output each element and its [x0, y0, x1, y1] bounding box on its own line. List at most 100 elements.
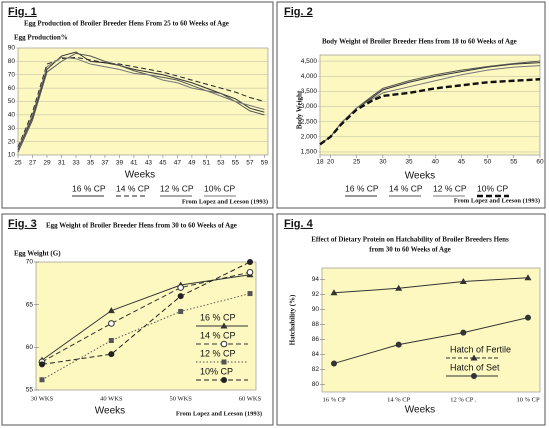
- y-tick-label: 86: [312, 336, 320, 343]
- x-tick-label: 60: [536, 159, 544, 166]
- x-axis-label: Weeks: [405, 171, 435, 182]
- legend-label: 16 % CP: [72, 183, 106, 193]
- marker: [247, 259, 253, 265]
- y-tick-label: 10: [8, 152, 16, 159]
- marker: [221, 377, 227, 383]
- marker: [107, 307, 115, 314]
- y-axis-label: Egg Weight (G): [14, 250, 61, 258]
- series-line: [41, 271, 251, 363]
- marker: [395, 284, 403, 291]
- series-line: [17, 52, 265, 153]
- marker: [459, 278, 467, 285]
- x-tick-label: 33: [72, 160, 80, 167]
- legend-label: 12 % CP: [160, 183, 194, 193]
- marker: [220, 340, 228, 348]
- y-tick-label: 4,000: [301, 73, 318, 80]
- x-tick-label: 12 % CP .: [450, 396, 476, 403]
- chart-title: from 30 to 60 Weeks of Age: [369, 246, 450, 254]
- x-tick-label: 14 % CP: [387, 396, 411, 403]
- legend-label: 10% CP: [204, 183, 236, 193]
- y-tick-label: 88: [312, 321, 320, 328]
- chart-title: Egg Production of Broiler Breeder Hens F…: [24, 20, 229, 28]
- series-line: [333, 277, 529, 294]
- source-note: From Lopez and Leeson (1993): [454, 197, 540, 204]
- x-tick-label: 51: [203, 160, 211, 167]
- x-tick-label: 40 WKS: [100, 395, 123, 402]
- y-axis-label: Hatchability (%): [289, 294, 297, 345]
- y-tick-label: 2,500: [301, 118, 318, 125]
- legend-label: Hatch of Fertile: [450, 344, 511, 354]
- x-tick-label: 50 WKS: [169, 395, 192, 402]
- marker: [39, 377, 45, 383]
- legend-label: 12 % CP: [433, 183, 467, 193]
- y-tick-label: 3,000: [301, 103, 318, 110]
- marker: [460, 329, 467, 336]
- x-tick-label: 40: [432, 159, 440, 166]
- marker: [471, 373, 477, 379]
- x-tick-label: 27: [29, 160, 37, 167]
- legend-label: 10% CP: [477, 183, 509, 193]
- y-tick-label: 30: [8, 125, 16, 132]
- x-tick-label: 18: [316, 159, 324, 166]
- y-tick-label: 70: [8, 71, 16, 78]
- y-tick-label: 20: [8, 138, 16, 145]
- series-line: [319, 78, 541, 146]
- marker: [246, 268, 254, 276]
- chart-title: Egg Weight of Broiler Breeder Hens from …: [46, 222, 237, 230]
- y-axis-label: Body Weight: [296, 90, 304, 129]
- marker: [330, 289, 338, 296]
- legend-label: 12 % CP: [200, 348, 236, 358]
- x-tick-label: 31: [58, 160, 66, 167]
- x-tick-label: 35: [405, 159, 413, 166]
- y-tick-label: 90: [8, 45, 16, 52]
- series-line: [41, 261, 251, 365]
- legend-label: 14 % CP: [200, 330, 236, 340]
- y-tick-label: 70: [26, 259, 34, 266]
- y-tick-label: 4,500: [301, 58, 318, 65]
- x-tick-label: 35: [87, 160, 95, 167]
- x-tick-label: 37: [101, 160, 109, 167]
- marker: [108, 320, 115, 327]
- x-tick-label: 55: [232, 160, 240, 167]
- x-tick-label: 25: [353, 159, 361, 166]
- y-tick-label: 92: [312, 291, 320, 298]
- figure-label: Fig. 3: [8, 218, 37, 230]
- x-tick-label: 45: [159, 160, 167, 167]
- y-axis-label: Egg Production%: [14, 34, 68, 42]
- y-tick-label: 90: [312, 306, 320, 313]
- marker: [395, 341, 402, 348]
- figure-label: Fig. 2: [284, 6, 313, 18]
- x-tick-label: 39: [116, 160, 124, 167]
- x-tick-label: 47: [174, 160, 182, 167]
- x-tick-label: 57: [246, 160, 254, 167]
- y-tick-label: 80: [8, 58, 16, 65]
- marker: [108, 338, 114, 344]
- x-tick-label: 16 % CP: [322, 396, 346, 403]
- marker: [108, 351, 115, 358]
- marker: [177, 293, 184, 300]
- x-tick-label: 30 WKS: [31, 395, 54, 402]
- marker: [221, 359, 227, 365]
- y-tick-label: 55: [26, 387, 34, 394]
- y-tick-label: 80: [312, 381, 320, 388]
- x-tick-label: 20: [327, 159, 335, 166]
- y-tick-label: 40: [8, 112, 16, 119]
- x-axis-label: Weeks: [125, 170, 155, 181]
- y-tick-label: 3,500: [301, 88, 318, 95]
- marker: [331, 360, 337, 367]
- marker: [470, 354, 478, 361]
- marker: [524, 274, 532, 281]
- plot-area: [321, 267, 541, 393]
- x-tick-label: 41: [130, 160, 138, 167]
- figure-label: Fig. 1: [8, 6, 37, 18]
- legend-label: 14 % CP: [389, 183, 423, 193]
- x-tick-label: 43: [145, 160, 153, 167]
- figure-label: Fig. 4: [284, 218, 314, 230]
- y-tick-label: 2,000: [301, 134, 318, 141]
- legend-label: 16 % CP: [200, 312, 236, 322]
- x-tick-label: 29: [43, 160, 51, 167]
- x-tick-label: 55: [510, 159, 518, 166]
- x-tick-label: 53: [217, 160, 225, 167]
- y-tick-label: 84: [312, 351, 320, 358]
- x-tick-label: 50: [484, 159, 492, 166]
